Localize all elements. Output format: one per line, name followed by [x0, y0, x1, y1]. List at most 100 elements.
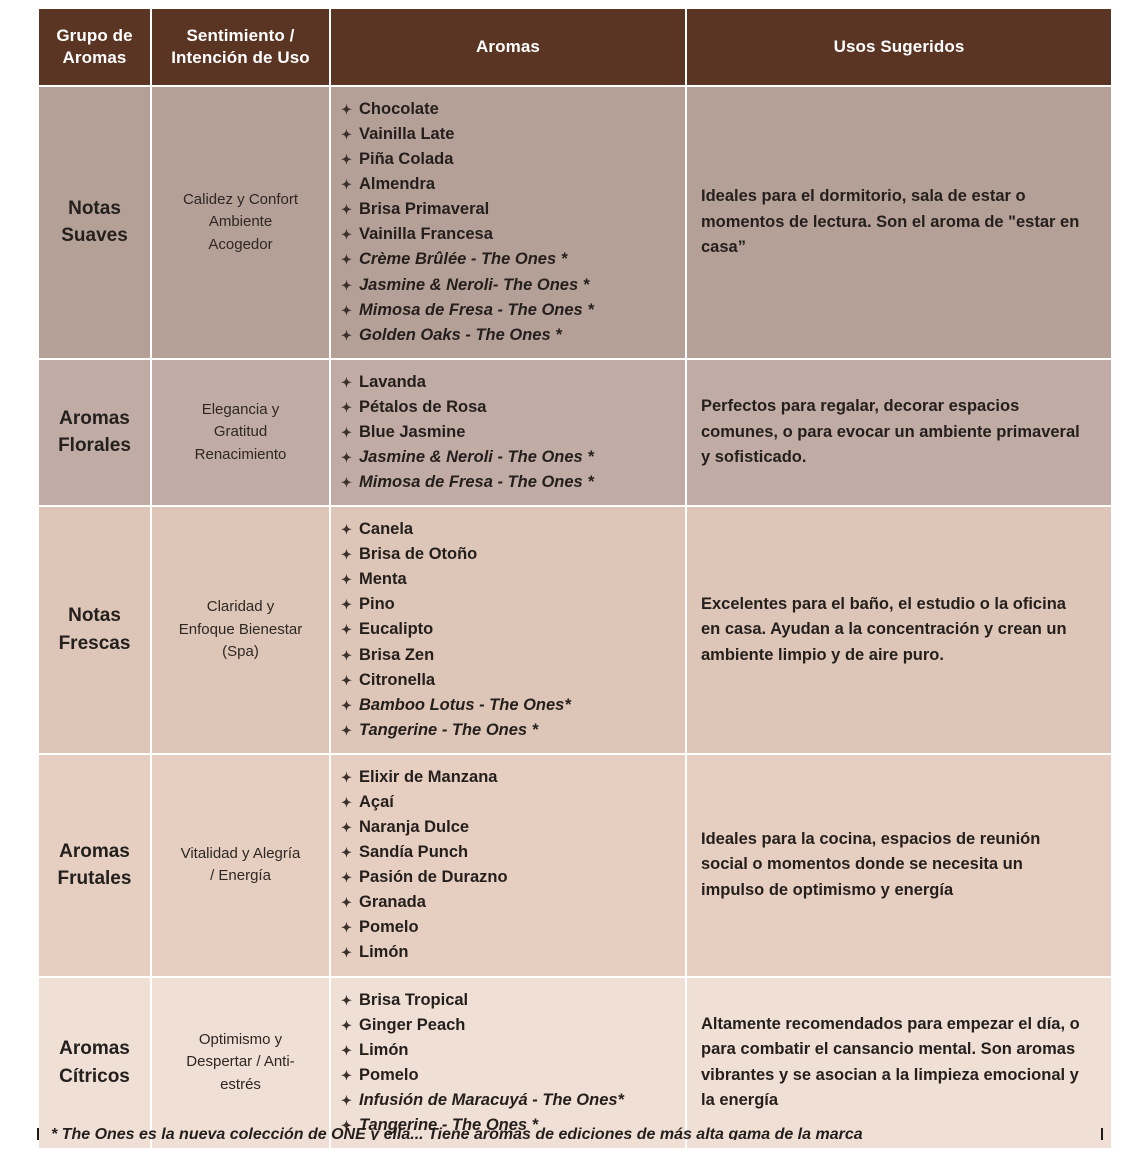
aroma-name: Pasión de Durazno: [359, 868, 508, 887]
sparkle-bullet-icon: ✦: [341, 102, 352, 117]
cell-usos-sugeridos: Excelentes para el baño, el estudio o la…: [687, 507, 1111, 753]
table-row: Aromas Florales Elegancia y Gratitud Renacim…: [39, 359, 1111, 506]
aroma-name: Infusión de Maracuyá - The Ones*: [359, 1090, 624, 1109]
cell-aromas: ✦ Elixir de Manzana ✦ Açaí ✦ Naranja Dulce ✦ Sa…: [331, 754, 685, 976]
aroma-list-item: ✦ Vainilla Late: [341, 122, 673, 147]
sparkle-bullet-icon: ✦: [341, 697, 352, 713]
aroma-list-item: ✦ Brisa Primaveral: [341, 197, 673, 222]
aroma-list-item: ✦ Naranja Dulce: [341, 815, 673, 840]
aroma-list-item: ✦ Brisa Zen: [341, 643, 673, 668]
cell-aromas: ✦ Brisa Tropical ✦ Ginger Peach ✦ Limón ✦ Pomel…: [331, 977, 685, 1148]
aroma-list-item: ✦ Granada: [341, 890, 673, 915]
aroma-name: Elixir de Manzana: [359, 767, 498, 786]
aroma-list-item: ✦ Canela: [341, 517, 673, 542]
table-row: Aromas Frutales Vitalidad y Alegría / Energ…: [39, 754, 1111, 976]
aroma-name: Mimosa de Fresa - The Ones *: [359, 473, 594, 492]
aroma-name: Granada: [359, 893, 426, 912]
aroma-name: Vainilla Francesa: [359, 225, 493, 244]
aroma-name: Jasmine & Neroli - The Ones *: [359, 448, 594, 467]
sparkle-bullet-icon: ✦: [341, 277, 352, 293]
sparkle-bullet-icon: ✦: [341, 1117, 352, 1133]
footnote-right-rule: [1101, 1128, 1103, 1140]
aroma-name: Canela: [359, 520, 414, 539]
aroma-name: Ginger Peach: [359, 1015, 466, 1034]
aroma-name: Pino: [359, 595, 395, 614]
cell-grupo-aromas: Notas Frescas: [39, 507, 150, 753]
sparkle-bullet-icon: ✦: [341, 1017, 352, 1033]
sparkle-bullet-icon: ✦: [341, 622, 352, 638]
aroma-list-item: ✦ Sandía Punch: [341, 840, 673, 865]
aroma-list-item: ✦ Ginger Peach: [341, 1013, 673, 1038]
cell-aromas: ✦ Lavanda ✦ Pétalos de Rosa ✦ Blue Jasmine ✦ Ja…: [331, 359, 685, 506]
sparkle-bullet-icon: ✦: [341, 647, 352, 663]
sparkle-bullet-icon: ✦: [341, 1042, 352, 1058]
aroma-name: Almendra: [359, 175, 436, 194]
aroma-name: Limón: [359, 1040, 409, 1059]
aroma-list-item: ✦ Pino: [341, 592, 673, 617]
aroma-name: Bamboo Lotus - The Ones*: [359, 695, 571, 714]
cell-sentimiento-intencion: Optimismo y Despertar / Anti-estrés: [152, 977, 329, 1148]
aroma-list-item: ✦ Lavanda: [341, 370, 673, 395]
aroma-name: Tangerine - The Ones *: [359, 720, 539, 739]
aroma-name: Tangerine - The Ones *: [359, 1115, 539, 1134]
footnote-clip: * The Ones es la nueva colección de ONE …: [37, 1126, 1103, 1140]
sparkle-bullet-icon: ✦: [341, 870, 352, 886]
aroma-name: Pétalos de Rosa: [359, 397, 487, 416]
sparkle-bullet-icon: ✦: [341, 920, 352, 936]
aroma-name: Vainilla Late: [359, 125, 455, 144]
cell-sentimiento-intencion: Claridad y Enfoque Bienestar (Spa): [152, 507, 329, 753]
sparkle-bullet-icon: ✦: [341, 522, 352, 538]
aroma-list-item: ✦ Jasmine & Neroli- The Ones *: [341, 273, 673, 298]
aroma-list-item: ✦ Tangerine - The Ones *: [341, 1113, 673, 1138]
cell-grupo-aromas: Notas Suaves: [39, 87, 150, 358]
aroma-name: Pomelo: [359, 918, 419, 937]
sparkle-bullet-icon: ✦: [341, 845, 352, 861]
aroma-name: Brisa Zen: [359, 645, 435, 664]
aroma-name: Citronella: [359, 670, 436, 689]
sparkle-bullet-icon: ✦: [341, 202, 352, 218]
aroma-list: ✦ Elixir de Manzana ✦ Açaí ✦ Naranja Dulce ✦ Sa…: [341, 765, 673, 966]
cell-aromas: ✦ Canela ✦ Brisa de Otoño ✦ Menta ✦ Pino ✦ Eucali…: [331, 507, 685, 753]
sparkle-bullet-icon: ✦: [341, 127, 352, 143]
aroma-name: Menta: [359, 570, 407, 589]
aroma-name: Mimosa de Fresa - The Ones *: [359, 300, 594, 319]
table-row: Notas Suaves Calidez y Confort Ambiente Acog…: [39, 87, 1111, 358]
sparkle-bullet-icon: ✦: [341, 722, 352, 738]
cell-usos-sugeridos: Perfectos para regalar, decorar espacios…: [687, 359, 1111, 506]
footnote-text-sliver: * The Ones es la nueva colección de ONE …: [51, 1126, 863, 1140]
aroma-list-item: ✦ Limón: [341, 1038, 673, 1063]
aroma-table: Grupo de Aromas Sentimiento / Intención de …: [37, 7, 1113, 1150]
sparkle-bullet-icon: ✦: [341, 374, 352, 390]
aroma-list-item: ✦ Pétalos de Rosa: [341, 395, 673, 420]
cell-grupo-aromas: Aromas Florales: [39, 359, 150, 506]
aroma-list: ✦ Lavanda ✦ Pétalos de Rosa ✦ Blue Jasmine ✦ Ja…: [341, 370, 673, 495]
sparkle-bullet-icon: ✦: [341, 945, 352, 961]
table-row: Aromas Cítricos Optimismo y Despertar / Ant…: [39, 977, 1111, 1148]
aroma-name: Chocolate: [359, 100, 439, 118]
aroma-name: Blue Jasmine: [359, 422, 466, 441]
cell-usos-sugeridos: Altamente recomendados para empezar el d…: [687, 977, 1111, 1148]
sparkle-bullet-icon: ✦: [341, 450, 352, 466]
cell-grupo-aromas: Aromas Frutales: [39, 754, 150, 976]
sparkle-bullet-icon: ✦: [341, 177, 352, 193]
sparkle-bullet-icon: ✦: [341, 152, 352, 168]
aroma-list-item: ✦ Tangerine - The Ones *: [341, 718, 673, 743]
table-header: Grupo de Aromas Sentimiento / Intención de …: [39, 9, 1111, 85]
header-sentimiento: Sentimiento / Intención de Uso: [152, 9, 329, 85]
aroma-list-item: ✦ Golden Oaks - The Ones *: [341, 323, 673, 348]
aroma-list-item: ✦ Crème Brûlée - The Ones *: [341, 247, 673, 272]
table-body: Notas Suaves Calidez y Confort Ambiente Acog…: [39, 87, 1111, 1148]
sparkle-bullet-icon: ✦: [341, 399, 352, 415]
sparkle-bullet-icon: ✦: [341, 794, 352, 810]
aroma-list-item: ✦ Açaí: [341, 790, 673, 815]
aroma-name: Crème Brûlée - The Ones *: [359, 250, 568, 269]
aroma-list-item: ✦ Infusión de Maracuyá - The Ones*: [341, 1088, 673, 1113]
aroma-name: Pomelo: [359, 1065, 419, 1084]
aroma-name: Lavanda: [359, 372, 426, 391]
sparkle-bullet-icon: ✦: [341, 252, 352, 268]
sparkle-bullet-icon: ✦: [341, 672, 352, 688]
cell-aromas: ✦ Chocolate ✦ Vainilla Late ✦ Piña Colada ✦ Alm…: [331, 87, 685, 358]
sparkle-bullet-icon: ✦: [341, 597, 352, 613]
aroma-name: Brisa de Otoño: [359, 545, 478, 564]
aroma-list-item: ✦ Bamboo Lotus - The Ones*: [341, 693, 673, 718]
